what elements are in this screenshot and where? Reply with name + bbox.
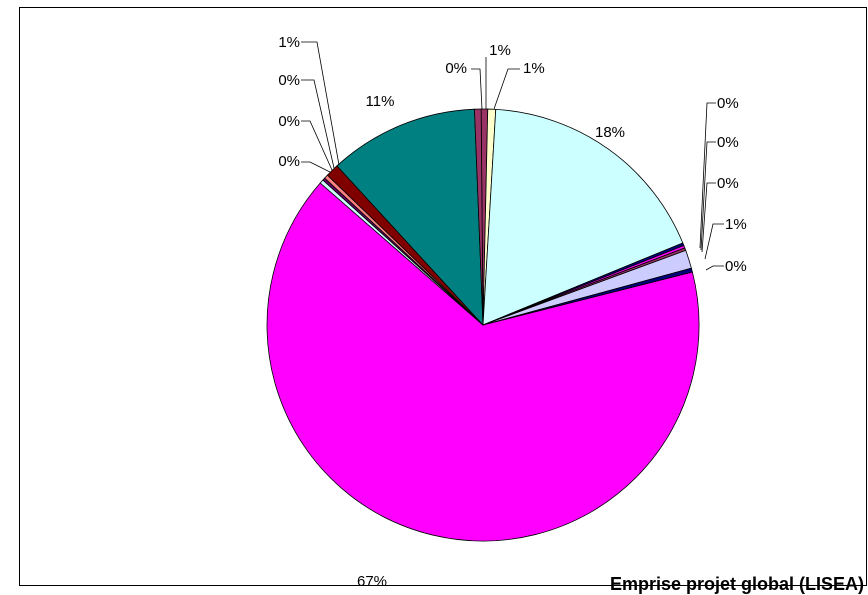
slice-label-13: 11% — [366, 93, 395, 110]
pie-slice-13 — [336, 108, 484, 327]
slice-label-8: 67% — [357, 573, 387, 585]
slice-label-2: 18% — [595, 124, 625, 141]
slice-label-10: 0% — [278, 113, 300, 130]
slice-label-7: 0% — [725, 258, 747, 275]
leader-line-6 — [704, 223, 724, 260]
slice-label-4: 0% — [717, 134, 739, 151]
slice-label-0: 0% — [445, 60, 467, 77]
slice-label-11: 0% — [278, 72, 300, 89]
slice-label-3: 0% — [717, 95, 739, 112]
leader-line-12 — [301, 41, 340, 166]
slice-label-1: 1% — [523, 60, 545, 77]
slice-label-5: 0% — [717, 175, 739, 192]
slice-label-12: 1% — [278, 34, 300, 51]
leader-line-5 — [701, 182, 716, 253]
leader-line-1 — [493, 68, 520, 110]
leader-line-11 — [301, 79, 335, 169]
pie-slice-14 — [474, 108, 484, 326]
slice-label-9: 0% — [278, 153, 300, 170]
leader-line-10 — [301, 120, 333, 171]
leader-line-0 — [471, 68, 483, 110]
leader-line-7 — [705, 265, 724, 271]
chart-area: 0% 1% 18% 0% 0% 0% 1% 0% 67% 0% 0% 0% 1% 11% 1% Empris… — [19, 7, 867, 594]
slice-label-6: 1% — [725, 216, 747, 233]
leader-line-3 — [699, 102, 716, 249]
pie-chart: 0% 1% 18% 0% 0% 0% 1% 0% 67% 0% 0% 0% 1% 11% 1% — [266, 34, 747, 585]
pie-slice-2 — [482, 108, 684, 326]
leader-line-4 — [700, 141, 716, 251]
pie-slice-8 — [266, 182, 700, 542]
leader-line-9 — [301, 161, 331, 173]
slice-label-14: 1% — [489, 42, 511, 59]
chart-title: Emprise projet global (LISEA) — [609, 574, 864, 594]
